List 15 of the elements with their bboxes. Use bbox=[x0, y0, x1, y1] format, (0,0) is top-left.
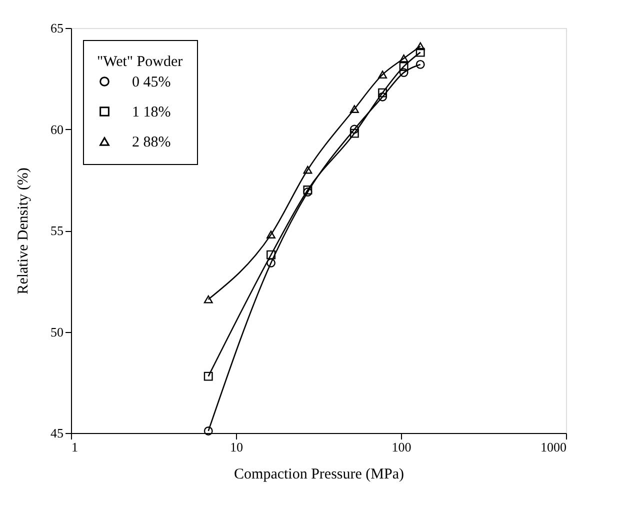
x-tick-label: 1 bbox=[72, 440, 78, 454]
x-tick-label: 100 bbox=[392, 440, 412, 454]
y-tick-label: 60 bbox=[50, 122, 64, 137]
x-tick-label: 1000 bbox=[540, 440, 566, 454]
legend-label: 2 88% bbox=[132, 134, 171, 150]
legend-title: "Wet" Powder bbox=[97, 54, 183, 70]
y-axis-title: Relative Density (%) bbox=[16, 168, 32, 294]
y-tick-label: 65 bbox=[50, 20, 64, 36]
y-tick-label: 55 bbox=[50, 223, 64, 238]
legend-label: 0 45% bbox=[132, 74, 171, 90]
x-axis-title: Compaction Pressure (MPa) bbox=[234, 466, 404, 482]
y-tick-label: 45 bbox=[50, 426, 64, 440]
legend-label: 1 18% bbox=[132, 104, 171, 120]
y-tick-label: 50 bbox=[50, 324, 64, 340]
x-tick-label: 10 bbox=[230, 440, 243, 454]
